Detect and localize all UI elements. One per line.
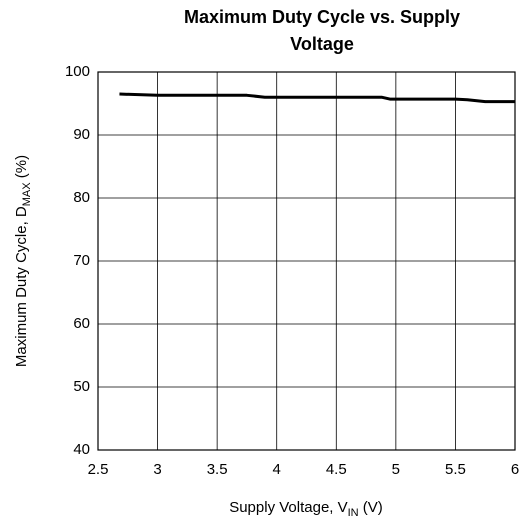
x-tick-label: 5.5 (445, 461, 466, 478)
x-tick-label: 4.5 (326, 461, 347, 478)
x-tick-label: 6 (511, 461, 519, 478)
y-tick-label: 80 (73, 189, 90, 206)
x-tick-label: 3.5 (207, 461, 228, 478)
y-tick-label: 100 (65, 63, 90, 80)
y-axis-label: Maximum Duty Cycle, DMAX (%) (13, 155, 33, 367)
y-tick-label: 40 (73, 441, 90, 458)
x-tick-label: 3 (153, 461, 161, 478)
x-axis-label-text: Supply Voltage, V (229, 499, 347, 516)
x-tick-label: 2.5 (88, 461, 109, 478)
chart-title: Maximum Duty Cycle vs. Supply (184, 7, 460, 27)
x-axis-label-sub: IN (348, 507, 359, 519)
x-tick-label: 5 (392, 461, 400, 478)
y-tick-label: 90 (73, 126, 90, 143)
x-axis-label-unit: (V) (359, 499, 383, 516)
x-axis-label: Supply Voltage, VIN (V) (229, 499, 383, 519)
plot-border (97, 71, 516, 451)
y-tick-label: 70 (73, 252, 90, 269)
y-tick-label: 50 (73, 378, 90, 395)
y-tick-label: 60 (73, 315, 90, 332)
chart-title: Voltage (290, 34, 354, 54)
x-tick-label: 4 (273, 461, 281, 478)
data-line (119, 92, 515, 104)
y-axis-label-text: Maximum Duty Cycle, D (13, 206, 30, 367)
y-axis-label-sub: MAX (21, 182, 33, 207)
y-axis-label-unit: (%) (13, 155, 30, 183)
